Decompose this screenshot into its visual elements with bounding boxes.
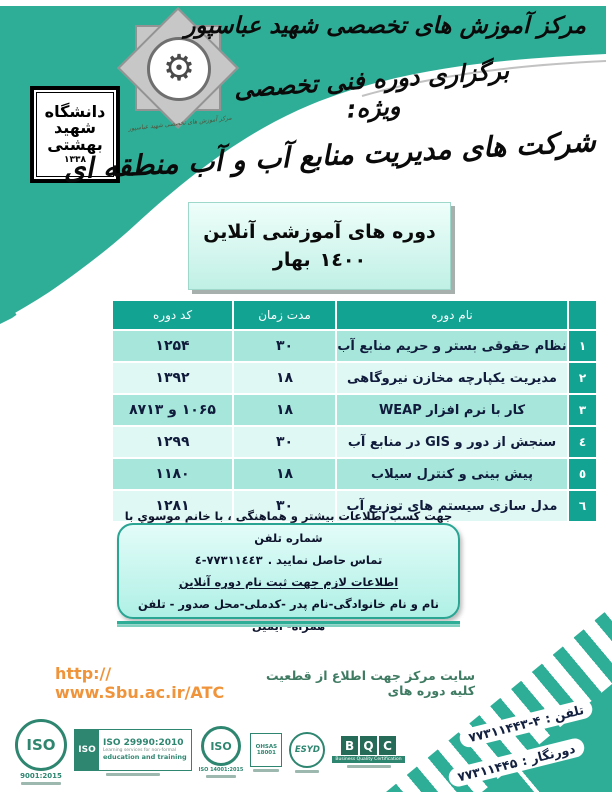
course-period-title-box: دوره های آموزشی آنلاین بهار ١٤٠٠ [188, 202, 451, 290]
registration-info-box: جهت کسب اطلاعات بیشتر و هماهنگی ، با خان… [117, 509, 460, 633]
iso-9001-logo: ISO 9001:2015 [15, 719, 67, 785]
course-duration-cell: ۱۸ [234, 395, 335, 425]
course-name-cell: مدل سازی سیستم های توزیع آب [337, 491, 567, 521]
bqc-letter-c: C [379, 736, 397, 755]
row-number-cell: ۱ [569, 331, 596, 361]
title-box-line2: بهار ١٤٠٠ [273, 249, 366, 271]
ohsas-line1: OHSAS [255, 743, 278, 750]
course-code-cell: ۱۱۸۰ [113, 459, 232, 489]
iso-9001-code: 9001:2015 [20, 772, 62, 780]
website-line: سایت مرکز جهت اطلاع از قطعیت کلیه دوره ه… [55, 664, 475, 702]
info-line-3: اطلاعات لازم جهت ثبت نام دوره آنلاین [178, 575, 399, 589]
website-url-link[interactable]: http:// www.Sbu.ac.ir/ATC [55, 664, 225, 702]
iso-29990-badge-icon: ISO ISO 29990:2010 Learning services for… [74, 728, 192, 771]
info-line-2-text: تماس حاصل نمایید . [267, 553, 383, 567]
course-name-cell: مدیریت یکپارچه مخازن نیروگاهی [337, 363, 567, 393]
course-duration-cell: ۱۸ [234, 363, 335, 393]
ohsas-line2: 18001 [256, 749, 276, 756]
course-name-cell: سنجش از دور و GIS در منابع آب [337, 427, 567, 457]
swoosh-white-sliver [15, 210, 154, 316]
certification-logos: ISO 9001:2015 ISO ISO 29990:2010 Learnin… [15, 718, 405, 786]
course-code-cell: ۱۰۶۵ و ۸۷۱۳ [113, 395, 232, 425]
org-title: مرکز آموزش های تخصصی شهید عباسپور [184, 13, 586, 39]
university-logo-inner: دانشگاه شهید بهشتی ۱۳۳۸ [36, 92, 114, 177]
website-caption: سایت مرکز جهت اطلاع از قطعیت کلیه دوره ه… [265, 668, 475, 698]
fine-print-bar [346, 765, 391, 768]
course-code-cell: ۱۳۹۲ [113, 363, 232, 393]
title-box-line1: دوره های آموزشی آنلاین [203, 221, 436, 243]
row-number-cell: ۲ [569, 363, 596, 393]
info-line-2: ٧٧٣١١٤٤٣-٤ تماس حاصل نمایید . [195, 549, 383, 571]
iso-29990-title: ISO 29990:2010 [103, 738, 184, 748]
course-code-cell: ۱۲۹۹ [113, 427, 232, 457]
iso-29990-iso-block: ISO [75, 729, 99, 770]
course-duration-cell: ۳۰ [234, 427, 335, 457]
bqc-letter-boxes: B Q C [341, 736, 397, 755]
fine-print-bar [105, 772, 160, 776]
row-number-cell: ٦ [569, 491, 596, 521]
swoosh-shadow-line [361, 60, 607, 97]
title-box-season: بهار [272, 249, 311, 271]
ohsas-logo: OHSAS 18001 [250, 732, 283, 772]
iso-14001-logo: ISO ISO 14001:2015 [198, 726, 244, 778]
iso-14001-badge-icon: ISO [201, 726, 241, 766]
title-box-year: ١٤٠٠ [319, 249, 367, 271]
bqc-caption: Business Quality Certification [332, 756, 405, 763]
course-duration-cell: ۳۰ [234, 331, 335, 361]
iso-29990-logo: ISO ISO 29990:2010 Learning services for… [74, 728, 192, 776]
table-header-name: نام دوره [337, 301, 567, 329]
table-header-code: کد دوره [113, 301, 232, 329]
iso-29990-sub2: education and training [103, 753, 187, 761]
row-number-cell: ٤ [569, 427, 596, 457]
esyd-logo: ESYD [289, 731, 326, 773]
ohsas-badge-icon: OHSAS 18001 [250, 732, 283, 767]
training-center-emblem: ⚙ [117, 7, 239, 129]
row-number-cell: ۳ [569, 395, 596, 425]
info-underline-bar [117, 621, 460, 627]
table-header-duration: مدت زمان [234, 301, 335, 329]
esyd-badge-icon: ESYD [289, 731, 326, 768]
gear-icon: ⚙ [162, 48, 196, 89]
iso-14001-code: ISO 14001:2015 [198, 767, 244, 773]
bqc-letter-b: B [341, 736, 359, 755]
course-name-cell: پیش بینی و کنترل سیلاب [337, 459, 567, 489]
course-table: نام دوره مدت زمان کد دوره ۱ نظام حقوقی بس… [113, 301, 596, 521]
info-line-4: نام و نام خانوادگی-نام پدر -کدملی-محل صد… [138, 597, 439, 633]
info-phone-number: ٧٧٣١١٤٤٣-٤ [194, 553, 263, 567]
course-duration-cell: ۱۸ [234, 459, 335, 489]
course-code-cell: ۱۲۵۴ [113, 331, 232, 361]
fine-print-bar [21, 782, 61, 785]
iso-9001-badge-icon: ISO [15, 719, 67, 771]
row-number-cell: ٥ [569, 459, 596, 489]
university-logo: دانشگاه شهید بهشتی ۱۳۳۸ [30, 86, 120, 183]
iso-29990-text-block: ISO 29990:2010 Learning services for non… [99, 729, 191, 770]
course-name-cell: کار با نرم افزار WEAP [337, 395, 567, 425]
fine-print-bar [206, 775, 236, 778]
course-duration-cell: ۳۰ [234, 491, 335, 521]
course-name-cell: نظام حقوقی بستر و حریم منابع آب [337, 331, 567, 361]
fine-print-bar [295, 769, 320, 773]
bqc-logo: B Q C Business Quality Certification [332, 736, 405, 768]
university-founding-year: ۱۳۳۸ [64, 154, 86, 165]
bqc-letter-q: Q [360, 736, 378, 755]
info-line-1: جهت کسب اطلاعات بیشتر و هماهنگی ، با خان… [124, 509, 453, 545]
university-word-3: بهشتی [47, 135, 103, 155]
course-code-cell: ۱۲۸۱ [113, 491, 232, 521]
table-header-number [569, 301, 596, 329]
university-word-2: شهید [53, 118, 97, 138]
iso-29990-sub1: Learning services for non-formal [103, 748, 177, 753]
fine-print-bar [253, 768, 280, 772]
university-word-1: دانشگاه [44, 101, 106, 121]
emblem-center-disc: ⚙ [147, 37, 211, 101]
